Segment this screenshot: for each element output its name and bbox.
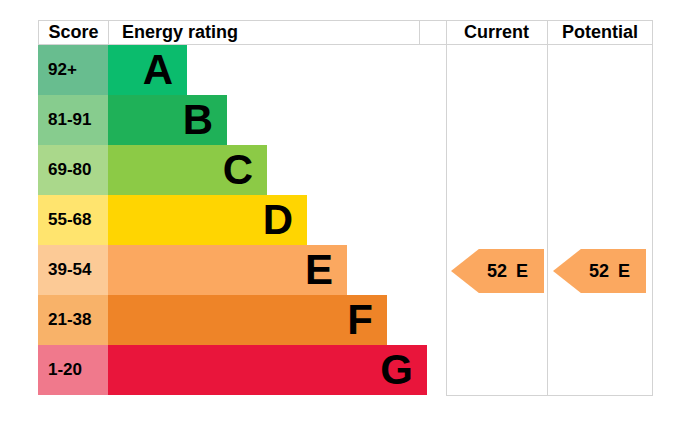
energy-rating-column-header: Energy rating bbox=[108, 20, 420, 45]
score-range-label: 1-20 bbox=[38, 345, 108, 395]
band-letter: B bbox=[183, 99, 213, 141]
score-range-label: 55-68 bbox=[38, 195, 108, 245]
band-bar-b: B bbox=[108, 95, 227, 145]
band-bar-c: C bbox=[108, 145, 267, 195]
band-bar-d: D bbox=[108, 195, 307, 245]
current-rating-arrow: 52 E bbox=[451, 249, 544, 293]
band-bar-a: A bbox=[108, 45, 187, 95]
header-gap bbox=[420, 20, 446, 45]
epc-energy-rating-chart: Score Energy rating Current Potential 92… bbox=[0, 0, 695, 433]
band-letter: G bbox=[380, 349, 413, 391]
score-range-label: 39-54 bbox=[38, 245, 108, 295]
band-letter: D bbox=[263, 199, 293, 241]
band-row-b: 81-91 B bbox=[38, 95, 227, 145]
band-letter: F bbox=[347, 299, 373, 341]
band-row-a: 92+ A bbox=[38, 45, 187, 95]
band-bar-f: F bbox=[108, 295, 387, 345]
band-letter: C bbox=[223, 149, 253, 191]
score-range-label: 81-91 bbox=[38, 95, 108, 145]
potential-column-header: Potential bbox=[547, 20, 653, 45]
current-potential-divider bbox=[547, 20, 548, 396]
band-row-c: 69-80 C bbox=[38, 145, 267, 195]
band-row-g: 1-20 G bbox=[38, 345, 427, 395]
band-row-d: 55-68 D bbox=[38, 195, 307, 245]
potential-rating-letter: E bbox=[618, 261, 630, 282]
band-row-f: 21-38 F bbox=[38, 295, 387, 345]
potential-column-right-border bbox=[652, 20, 653, 396]
table-bottom-border bbox=[446, 395, 653, 396]
potential-rating-value: 52 bbox=[589, 261, 609, 282]
band-letter: E bbox=[305, 249, 333, 291]
current-rating-value: 52 bbox=[487, 261, 507, 282]
band-bar-g: G bbox=[108, 345, 427, 395]
score-column-header: Score bbox=[38, 20, 108, 45]
current-column-header: Current bbox=[446, 20, 547, 45]
band-bar-e: E bbox=[108, 245, 347, 295]
current-rating-letter: E bbox=[516, 261, 528, 282]
score-range-label: 21-38 bbox=[38, 295, 108, 345]
score-range-label: 92+ bbox=[38, 45, 108, 95]
band-row-e: 39-54 E bbox=[38, 245, 347, 295]
score-range-label: 69-80 bbox=[38, 145, 108, 195]
potential-rating-arrow: 52 E bbox=[553, 249, 646, 293]
band-letter: A bbox=[143, 49, 173, 91]
current-column-left-border bbox=[446, 20, 447, 396]
